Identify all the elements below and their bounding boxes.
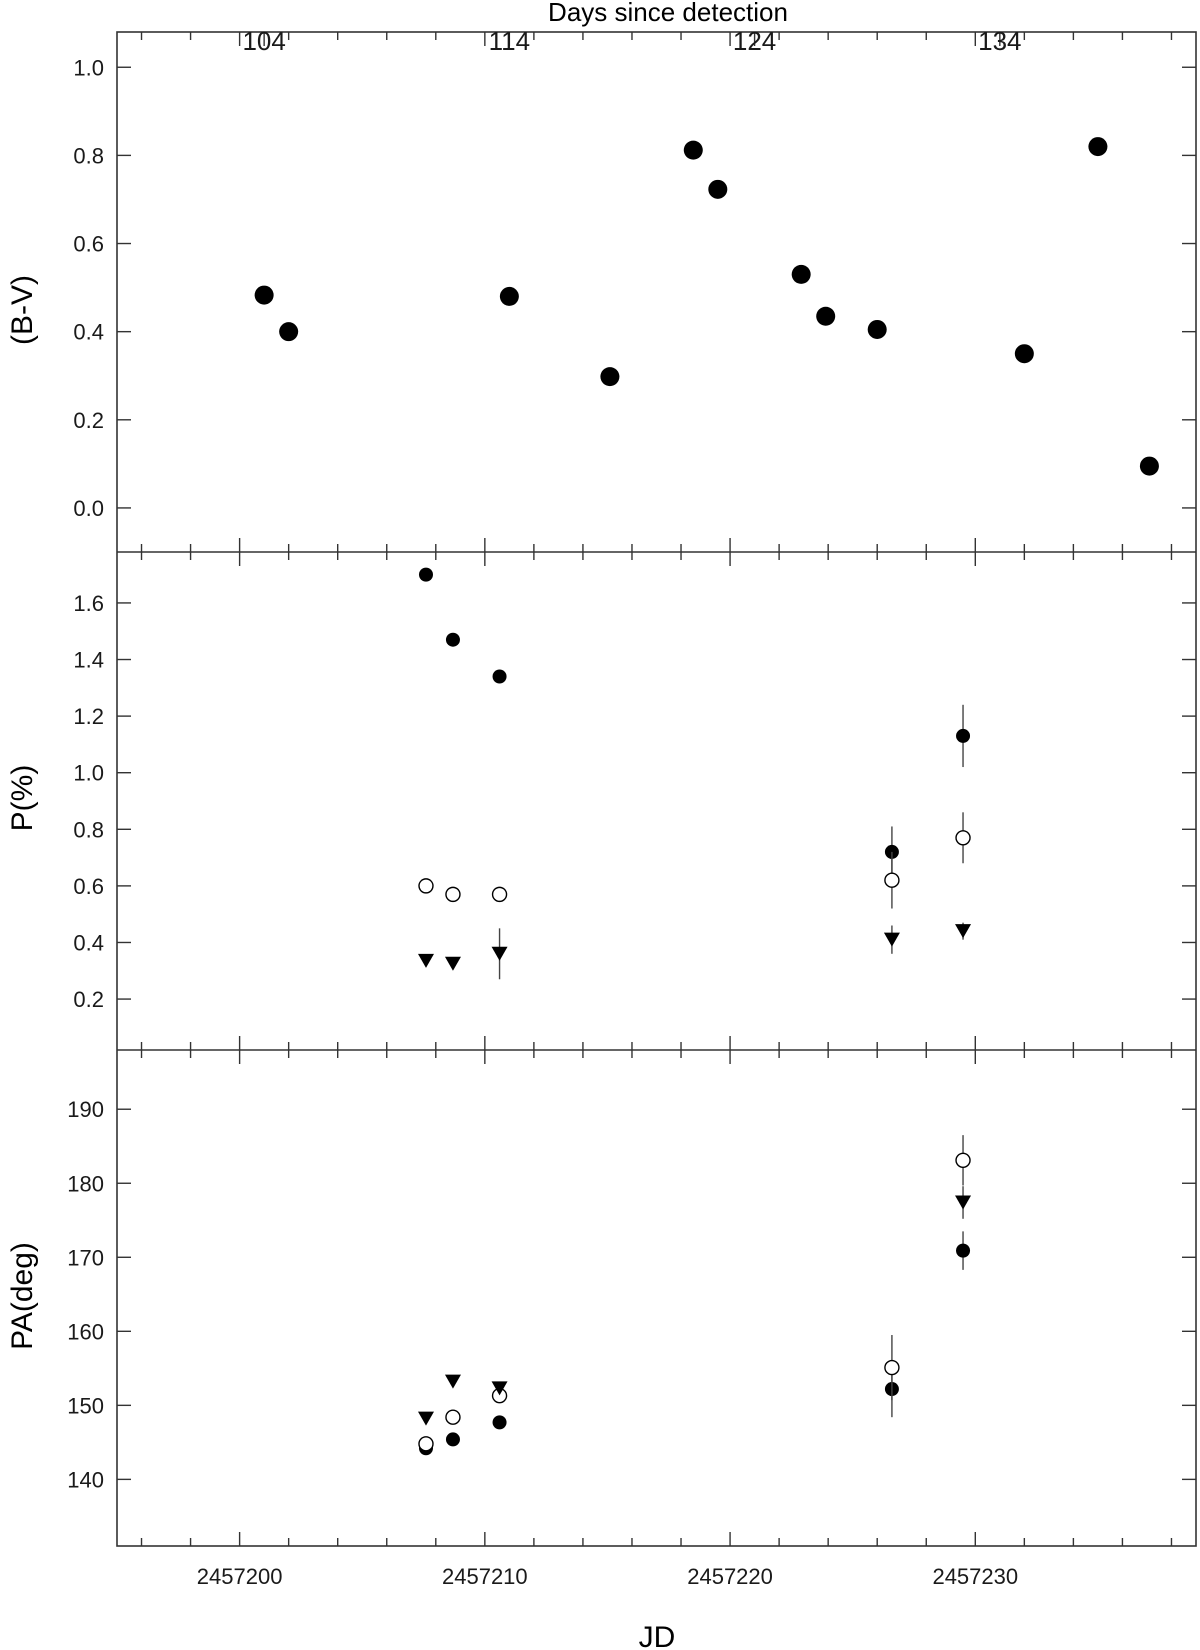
data-point-filled-circle — [600, 367, 620, 387]
top-tick-label: 134 — [978, 26, 1021, 56]
data-point-open-circle — [418, 1436, 434, 1452]
data-point-filled-circle — [1139, 456, 1159, 476]
top-tick-label: 104 — [242, 26, 285, 56]
data-point-filled-triangle — [955, 1195, 972, 1210]
data-point-open-circle — [955, 1152, 971, 1169]
y-tick-label: 1.0 — [73, 761, 104, 786]
data-point-filled-circle — [791, 264, 811, 284]
y-tick-label: 170 — [67, 1245, 104, 1270]
y-tick-label: 0.6 — [73, 874, 104, 899]
plot-frame — [116, 31, 1197, 1547]
data-point-open-circle — [418, 878, 434, 894]
y-tick-label: 180 — [67, 1171, 104, 1196]
x-axis-title: JD — [639, 1621, 676, 1650]
data-point-filled-circle — [492, 669, 507, 684]
y-tick-label: 0.4 — [73, 930, 104, 955]
y-tick-label: 0.8 — [73, 817, 104, 842]
data-point-filled-circle — [708, 179, 728, 199]
data-point-open-circle — [884, 872, 900, 888]
data-point-filled-circle — [816, 306, 836, 326]
data-point-open-circle — [491, 886, 508, 903]
y-tick-label: 0.6 — [73, 232, 104, 257]
data-point-filled-circle — [499, 286, 519, 306]
data-point-filled-circle — [492, 1415, 507, 1430]
data-point-open-circle — [445, 1409, 461, 1425]
x-tick-label: 2457230 — [932, 1564, 1018, 1589]
x-tick-label: 2457200 — [197, 1564, 283, 1589]
data-point-filled-triangle — [491, 946, 508, 961]
data-point-filled-triangle — [883, 932, 900, 947]
data-point-open-circle — [884, 1359, 900, 1376]
data-point-open-circle — [445, 886, 461, 903]
top-tick-label: 114 — [489, 26, 530, 56]
data-point-filled-circle — [445, 632, 460, 647]
data-point-filled-circle — [956, 728, 971, 743]
y-tick-label: 150 — [67, 1393, 104, 1418]
y-tick-label: 0.2 — [73, 408, 104, 433]
y-tick-label: 190 — [67, 1097, 104, 1122]
y-tick-label: 1.4 — [73, 648, 104, 673]
data-point-filled-triangle — [955, 924, 972, 939]
data-point-filled-circle — [956, 1243, 971, 1258]
data-point-filled-circle — [1088, 137, 1108, 157]
data-point-filled-triangle — [444, 1374, 461, 1389]
data-point-filled-circle — [418, 567, 433, 582]
x-tick-label: 2457220 — [687, 1564, 773, 1589]
y-tick-label: 0.8 — [73, 143, 104, 168]
y-tick-label: 0.0 — [73, 496, 104, 521]
data-point-filled-circle — [445, 1432, 460, 1447]
y-tick-label: 160 — [67, 1319, 104, 1344]
top-tick-label: 124 — [733, 26, 776, 56]
data-point-filled-triangle — [417, 1411, 434, 1426]
x-tick-label: 2457210 — [442, 1564, 528, 1589]
data-point-filled-triangle — [491, 1381, 508, 1396]
data-point-open-circle — [955, 830, 971, 846]
data-point-filled-circle — [683, 140, 703, 160]
axes-lines — [116, 31, 1197, 1547]
marks-layer — [254, 137, 1159, 1456]
data-point-filled-circle — [254, 285, 274, 305]
y-tick-label: 0.4 — [73, 320, 104, 345]
data-point-filled-circle — [867, 319, 887, 339]
y-tick-label: 0.2 — [73, 987, 104, 1012]
top-axis-title: Days since detection — [548, 0, 788, 27]
data-point-filled-circle — [279, 322, 299, 342]
y-tick-label: 1.6 — [73, 591, 104, 616]
data-point-filled-circle — [1014, 344, 1034, 364]
data-point-filled-triangle — [444, 956, 461, 971]
y-axis-title-pa: PA(deg) — [6, 1242, 39, 1350]
data-point-filled-triangle — [417, 953, 434, 968]
y-axis-title-p: P(%) — [6, 765, 39, 832]
y-tick-label: 1.2 — [73, 704, 104, 729]
y-axis-title-bv: (B-V) — [6, 275, 39, 345]
ticks-layer: 2457200 2457210 2457220 2457230 104 114 124 134… — [67, 26, 1196, 1589]
y-tick-label: 1.0 — [73, 55, 104, 80]
y-tick-label: 140 — [67, 1467, 104, 1492]
